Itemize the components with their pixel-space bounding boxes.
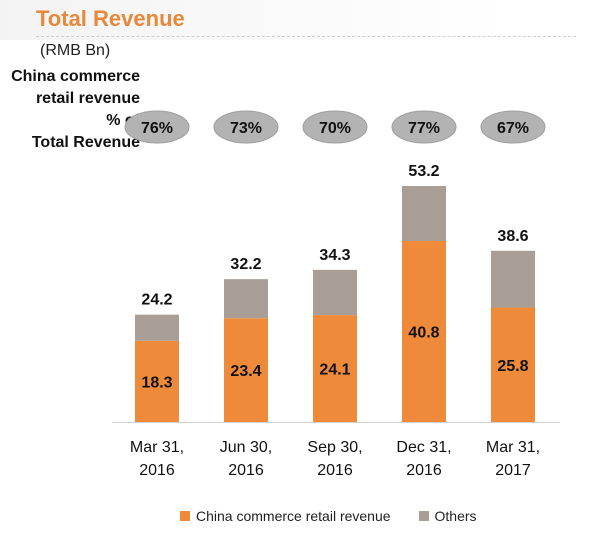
x-tick-label: Jun 30, bbox=[220, 439, 272, 456]
bar-retail-label: 25.8 bbox=[497, 358, 528, 375]
bar-others bbox=[313, 269, 357, 316]
title-divider bbox=[36, 36, 576, 38]
chart-title: Total Revenue bbox=[36, 6, 185, 31]
x-tick-label: 2016 bbox=[406, 462, 442, 479]
x-tick-label: Dec 31, bbox=[396, 439, 451, 456]
bar-others bbox=[135, 314, 179, 341]
header-band bbox=[0, 0, 600, 40]
percent-row-label-line: Total Revenue bbox=[31, 134, 140, 151]
percent-row-label-line: China commerce bbox=[11, 68, 140, 85]
bar-retail-label: 23.4 bbox=[230, 363, 261, 380]
bar-retail-label: 24.1 bbox=[319, 362, 350, 379]
bar-total-label: 53.2 bbox=[408, 163, 439, 180]
bar-others bbox=[491, 250, 535, 308]
legend-label-others: Others bbox=[434, 508, 477, 524]
legend-item-others: Others bbox=[418, 508, 477, 524]
x-tick-label: Sep 30, bbox=[307, 439, 362, 456]
legend-swatch-retail bbox=[180, 511, 190, 521]
bar-total-label: 24.2 bbox=[141, 292, 172, 309]
percent-pill bbox=[302, 110, 368, 144]
legend-item-retail: China commerce retail revenue bbox=[180, 508, 391, 524]
percent-pill bbox=[391, 110, 457, 144]
percent-pill bbox=[480, 110, 546, 144]
bar-retail bbox=[491, 307, 535, 422]
x-tick-label: Mar 31, bbox=[130, 439, 184, 456]
x-tick-label: 2017 bbox=[495, 462, 531, 479]
bar-retail bbox=[224, 318, 268, 422]
percent-pill-label: 67% bbox=[497, 120, 529, 137]
bar-others bbox=[402, 186, 446, 242]
x-tick-label: 2016 bbox=[228, 462, 264, 479]
bar-total-label: 32.2 bbox=[230, 256, 261, 273]
unit-label: (RMB Bn) bbox=[40, 42, 111, 59]
percent-pill-label: 73% bbox=[230, 120, 262, 137]
x-tick-label: 2016 bbox=[139, 462, 175, 479]
legend: China commerce retail revenue Others bbox=[180, 506, 505, 526]
percent-pill bbox=[124, 110, 190, 144]
bar-total-label: 34.3 bbox=[319, 247, 350, 264]
bar-retail-label: 40.8 bbox=[408, 325, 439, 342]
percent-pill-label: 70% bbox=[319, 120, 351, 137]
bar-others bbox=[224, 279, 268, 319]
bar-retail bbox=[313, 315, 357, 422]
legend-label-retail: China commerce retail revenue bbox=[196, 508, 391, 524]
bar-retail-label: 18.3 bbox=[141, 374, 172, 391]
bar-total-label: 38.6 bbox=[497, 228, 528, 245]
percent-pill-label: 76% bbox=[141, 120, 173, 137]
percent-pill bbox=[213, 110, 279, 144]
percent-pill-label: 77% bbox=[408, 120, 440, 137]
x-tick-label: 2016 bbox=[317, 462, 353, 479]
x-tick-label: Mar 31, bbox=[486, 439, 540, 456]
percent-row-label-line: retail revenue bbox=[35, 90, 140, 107]
legend-swatch-others bbox=[418, 511, 429, 521]
bar-retail bbox=[135, 340, 179, 422]
bar-retail bbox=[402, 241, 446, 422]
